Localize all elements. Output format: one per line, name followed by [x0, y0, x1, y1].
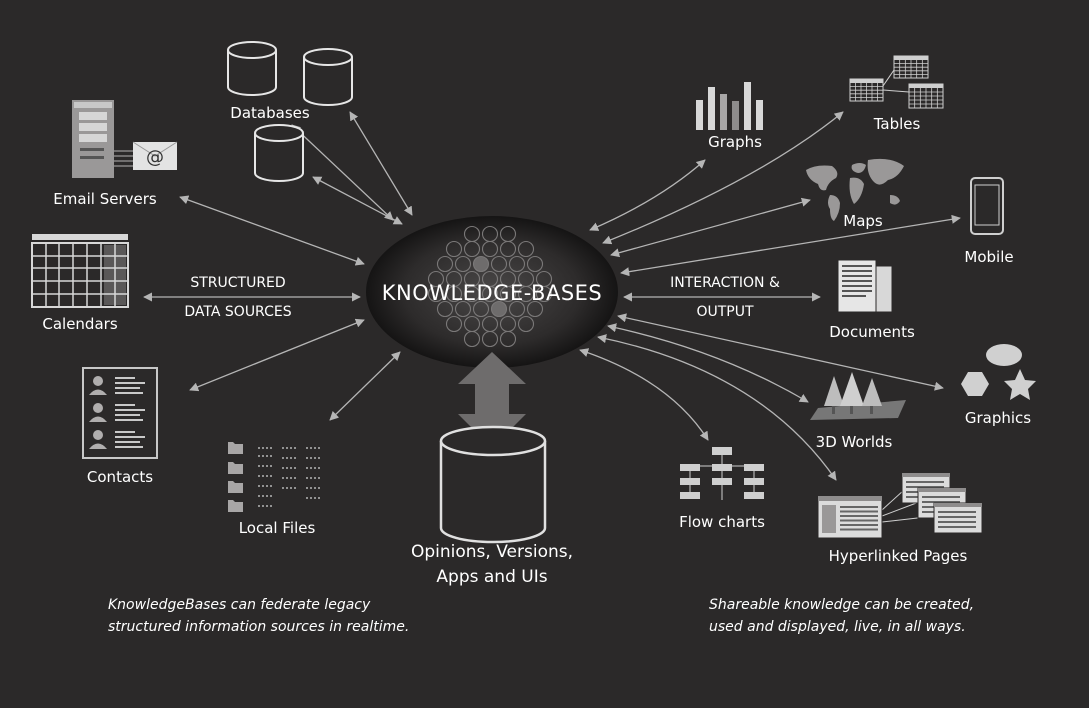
arrow-contacts [189, 318, 365, 392]
documents-label: Documents [829, 323, 915, 341]
interaction-label: INTERACTION & [670, 275, 780, 291]
arrow-databases-1 [291, 124, 394, 221]
left-caption-line2: structured information sources in realti… [108, 619, 410, 635]
arrow-3d-worlds [607, 323, 809, 403]
tables-icon [849, 55, 944, 109]
graphics-label: Graphics [964, 409, 1032, 427]
knowledge-bases-title: KNOWLEDGE-BASES [381, 281, 603, 305]
contacts-label: Contacts [86, 468, 154, 486]
knowledge-bases-hub [366, 216, 618, 368]
maps-label: Maps [843, 212, 883, 230]
right-caption: Shareable knowledge can be created, used… [709, 594, 974, 638]
tables-label: Tables [873, 115, 921, 133]
shapes-icon [961, 344, 1036, 400]
apps-and-uis-label: Apps and UIs [436, 567, 548, 587]
documents-icon [837, 259, 893, 313]
left-caption-line1: KnowledgeBases can federate legacy [108, 597, 371, 613]
bar-chart-icon [696, 82, 763, 130]
mobile-phone-icon [970, 177, 1004, 235]
web-pages-icon [817, 472, 983, 539]
connection-arrows [143, 111, 961, 481]
big-database-icon [439, 425, 547, 544]
contacts-icon [82, 367, 158, 459]
flow-chart-icon [680, 447, 764, 500]
data-sources-label: DATA SOURCES [184, 304, 292, 320]
arrow-databases-2 [349, 111, 413, 216]
structured-label: STRUCTURED [190, 275, 286, 291]
database-icon [227, 41, 353, 182]
calendars-label: Calendars [42, 315, 118, 333]
big-double-arrow-icon [458, 352, 526, 448]
arrow-mobile [620, 214, 961, 277]
left-caption: KnowledgeBases can federate legacy struc… [108, 594, 409, 638]
3d-trees-icon [810, 372, 906, 420]
flow-charts-label: Flow charts [679, 513, 765, 531]
databases-label: Databases [230, 104, 310, 122]
calendar-icon [31, 234, 129, 308]
email-server-icon: @ [72, 100, 178, 178]
arrow-tables [602, 111, 844, 245]
hub-ellipse [366, 216, 618, 368]
3d-worlds-label: 3D Worlds [815, 433, 893, 451]
world-map-icon [806, 158, 904, 221]
svg-text:@: @ [146, 147, 164, 168]
right-caption-line1: Shareable knowledge can be created, [709, 597, 975, 613]
mobile-label: Mobile [964, 248, 1014, 266]
arrow-email [179, 195, 365, 266]
local-files-label: Local Files [238, 519, 316, 537]
arrow-graphs [589, 159, 706, 231]
graphs-label: Graphs [708, 133, 762, 151]
hyperlinked-pages-label: Hyperlinked Pages [828, 547, 968, 565]
files-icon [228, 442, 321, 512]
arrow-databases-3 [312, 176, 403, 225]
arrow-hyperlinked-pages [597, 334, 837, 481]
neural-network-icon [427, 225, 553, 348]
arrow-local-files [329, 351, 401, 421]
output-label: OUTPUT [696, 304, 754, 320]
right-caption-line2: used and displayed, live, in all ways. [709, 619, 966, 635]
opinions-versions-label: Opinions, Versions, [410, 542, 574, 562]
arrow-flow-charts [579, 348, 709, 441]
email-servers-label: Email Servers [53, 190, 157, 208]
